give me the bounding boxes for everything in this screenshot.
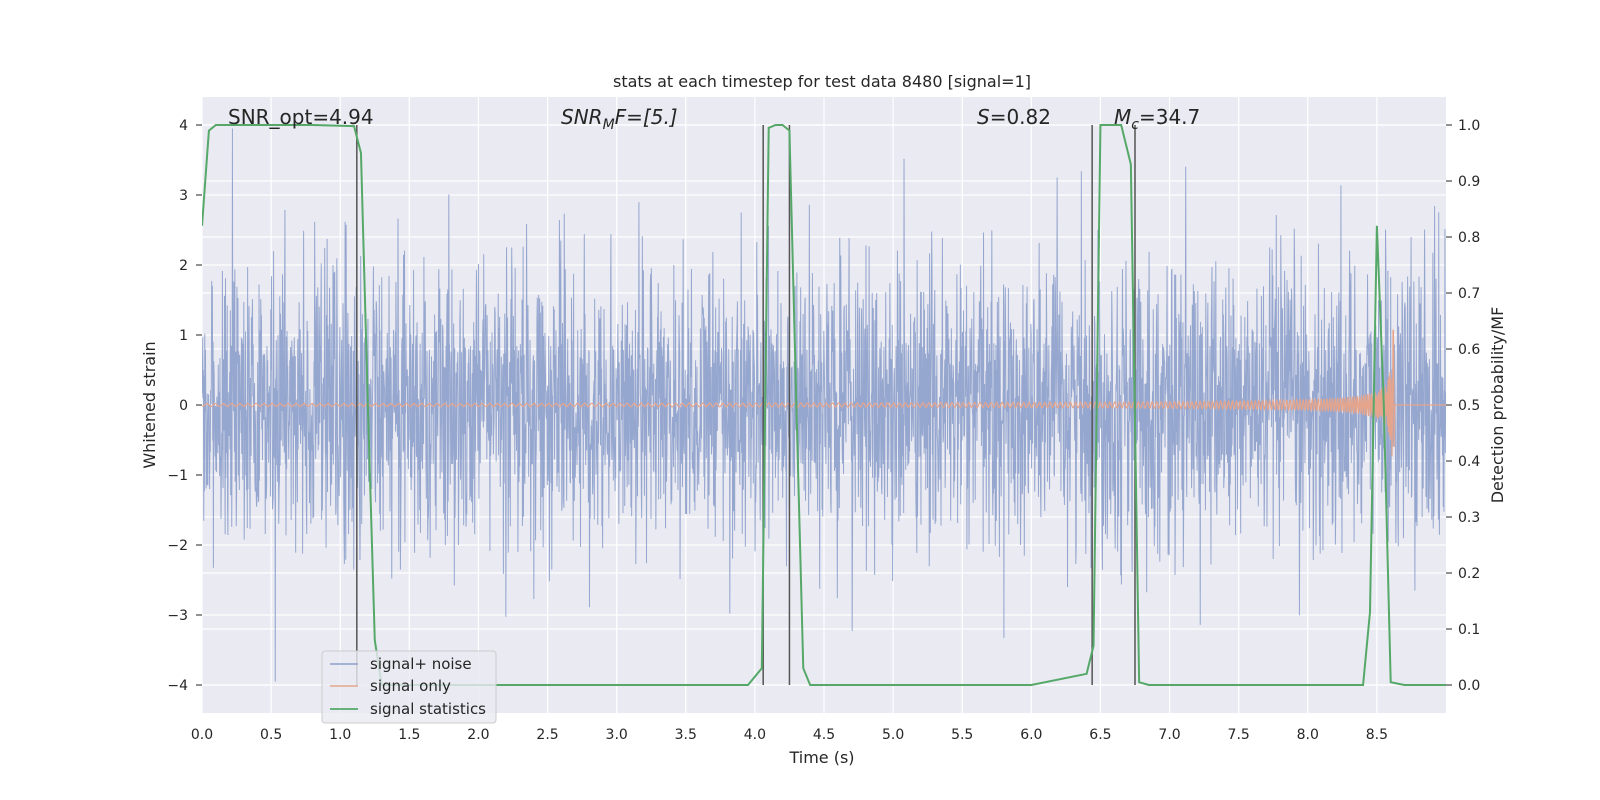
legend-label-signal-statistics: signal statistics (370, 700, 486, 718)
x-tick-label-6: 3.0 (606, 727, 628, 743)
chart-title: stats at each timestep for test data 848… (613, 72, 1031, 91)
series-signal-only (202, 329, 1446, 457)
x-tick-label-3: 1.5 (398, 727, 420, 743)
y2-tick-label-3: 0.7 (1458, 286, 1480, 302)
y-tick-label-5: −1 (167, 468, 188, 484)
annotation-mc-rest: =34.7 (1139, 105, 1200, 129)
x-tick-label-0: 0.0 (191, 727, 213, 743)
x-axis-label: Time (s) (788, 748, 854, 767)
x-tick-label-17: 8.5 (1366, 727, 1388, 743)
y2-tick-label-0: 1.0 (1458, 118, 1480, 134)
x-tick-label-1: 0.5 (260, 727, 282, 743)
y-tick-label-8: −4 (167, 678, 188, 694)
y2-tick-label-6: 0.4 (1458, 454, 1480, 470)
x-tick-label-14: 7.0 (1158, 727, 1180, 743)
y2-tick-label-5: 0.5 (1458, 398, 1480, 414)
x-tick-label-7: 3.5 (675, 727, 697, 743)
y2-tick-label-9: 0.1 (1458, 622, 1480, 638)
x-tick-label-2: 1.0 (329, 727, 351, 743)
annotation-s-main: S (977, 105, 990, 129)
annotation-snr-mf-rest: F=[5.] (615, 105, 678, 129)
y-tick-label-4: 0 (179, 398, 188, 414)
annotation-mc: Mc=34.7 (1114, 105, 1200, 133)
line-signal-statistics (202, 124, 1446, 686)
annotation-snr-opt: SNR_opt=4.94 (228, 105, 374, 129)
y-tick-label-2: 2 (179, 258, 188, 274)
x-tick-label-11: 5.5 (951, 727, 973, 743)
y-axis-ticks: 4 3 2 1 0 −1 −2 −3 −4 (167, 118, 202, 694)
legend-box (321, 650, 497, 724)
y-tick-label-3: 1 (179, 328, 188, 344)
y2-tick-label-10: 0.0 (1458, 678, 1480, 694)
y2-tick-label-8: 0.2 (1458, 566, 1480, 582)
annotation-s: S=0.82 (977, 105, 1051, 129)
annotation-snr-mf: SNRMF=[5.] (561, 105, 678, 133)
y2-tick-label-7: 0.3 (1458, 510, 1480, 526)
y2-axis-ticks: 1.0 0.9 0.8 0.7 0.6 0.5 0.4 0.3 0.2 0.1 0.0 (1446, 118, 1480, 694)
annotation-mc-sub: c (1131, 117, 1139, 133)
annotation-snr-mf-main: SNR (561, 105, 603, 129)
y2-tick-label-2: 0.8 (1458, 230, 1480, 246)
y-tick-label-1: 3 (179, 188, 188, 204)
series-signal-noise (202, 128, 1446, 682)
y-tick-label-7: −3 (167, 608, 188, 624)
y-tick-label-6: −2 (167, 538, 188, 554)
x-tick-label-8: 4.0 (744, 727, 766, 743)
x-tick-label-15: 7.5 (1228, 727, 1250, 743)
x-tick-label-4: 2.0 (467, 727, 489, 743)
x-tick-label-16: 8.0 (1297, 727, 1319, 743)
annotation-mc-main: M (1114, 105, 1131, 129)
x-tick-label-9: 4.5 (813, 727, 835, 743)
y2-axis-label: Detection probability/MF (1488, 307, 1507, 504)
series-signal-statistics (202, 124, 1446, 686)
y-axis-label: Whitened strain (140, 341, 159, 468)
y2-tick-label-4: 0.6 (1458, 342, 1480, 358)
y-tick-label-0: 4 (179, 118, 188, 134)
annotation-snr-mf-sub: M (603, 117, 615, 133)
x-tick-label-12: 6.0 (1020, 727, 1042, 743)
x-tick-label-13: 6.5 (1089, 727, 1111, 743)
y2-tick-label-1: 0.9 (1458, 174, 1480, 190)
legend-label-signal-noise: signal+ noise (370, 655, 472, 673)
line-signal-only (202, 329, 1446, 457)
line-signal-noise (202, 128, 1446, 682)
x-tick-label-10: 5.0 (882, 727, 904, 743)
legend: signal+ noise signal only signal statist… (321, 650, 497, 724)
x-tick-label-5: 2.5 (536, 727, 558, 743)
annotation-s-rest: =0.82 (990, 105, 1051, 129)
x-axis-ticks: 0.0 0.5 1.0 1.5 2.0 2.5 3.0 3.5 4.0 4.5 5.0 5.5 6.0 6… (191, 727, 1388, 743)
legend-label-signal-only: signal only (370, 677, 451, 695)
